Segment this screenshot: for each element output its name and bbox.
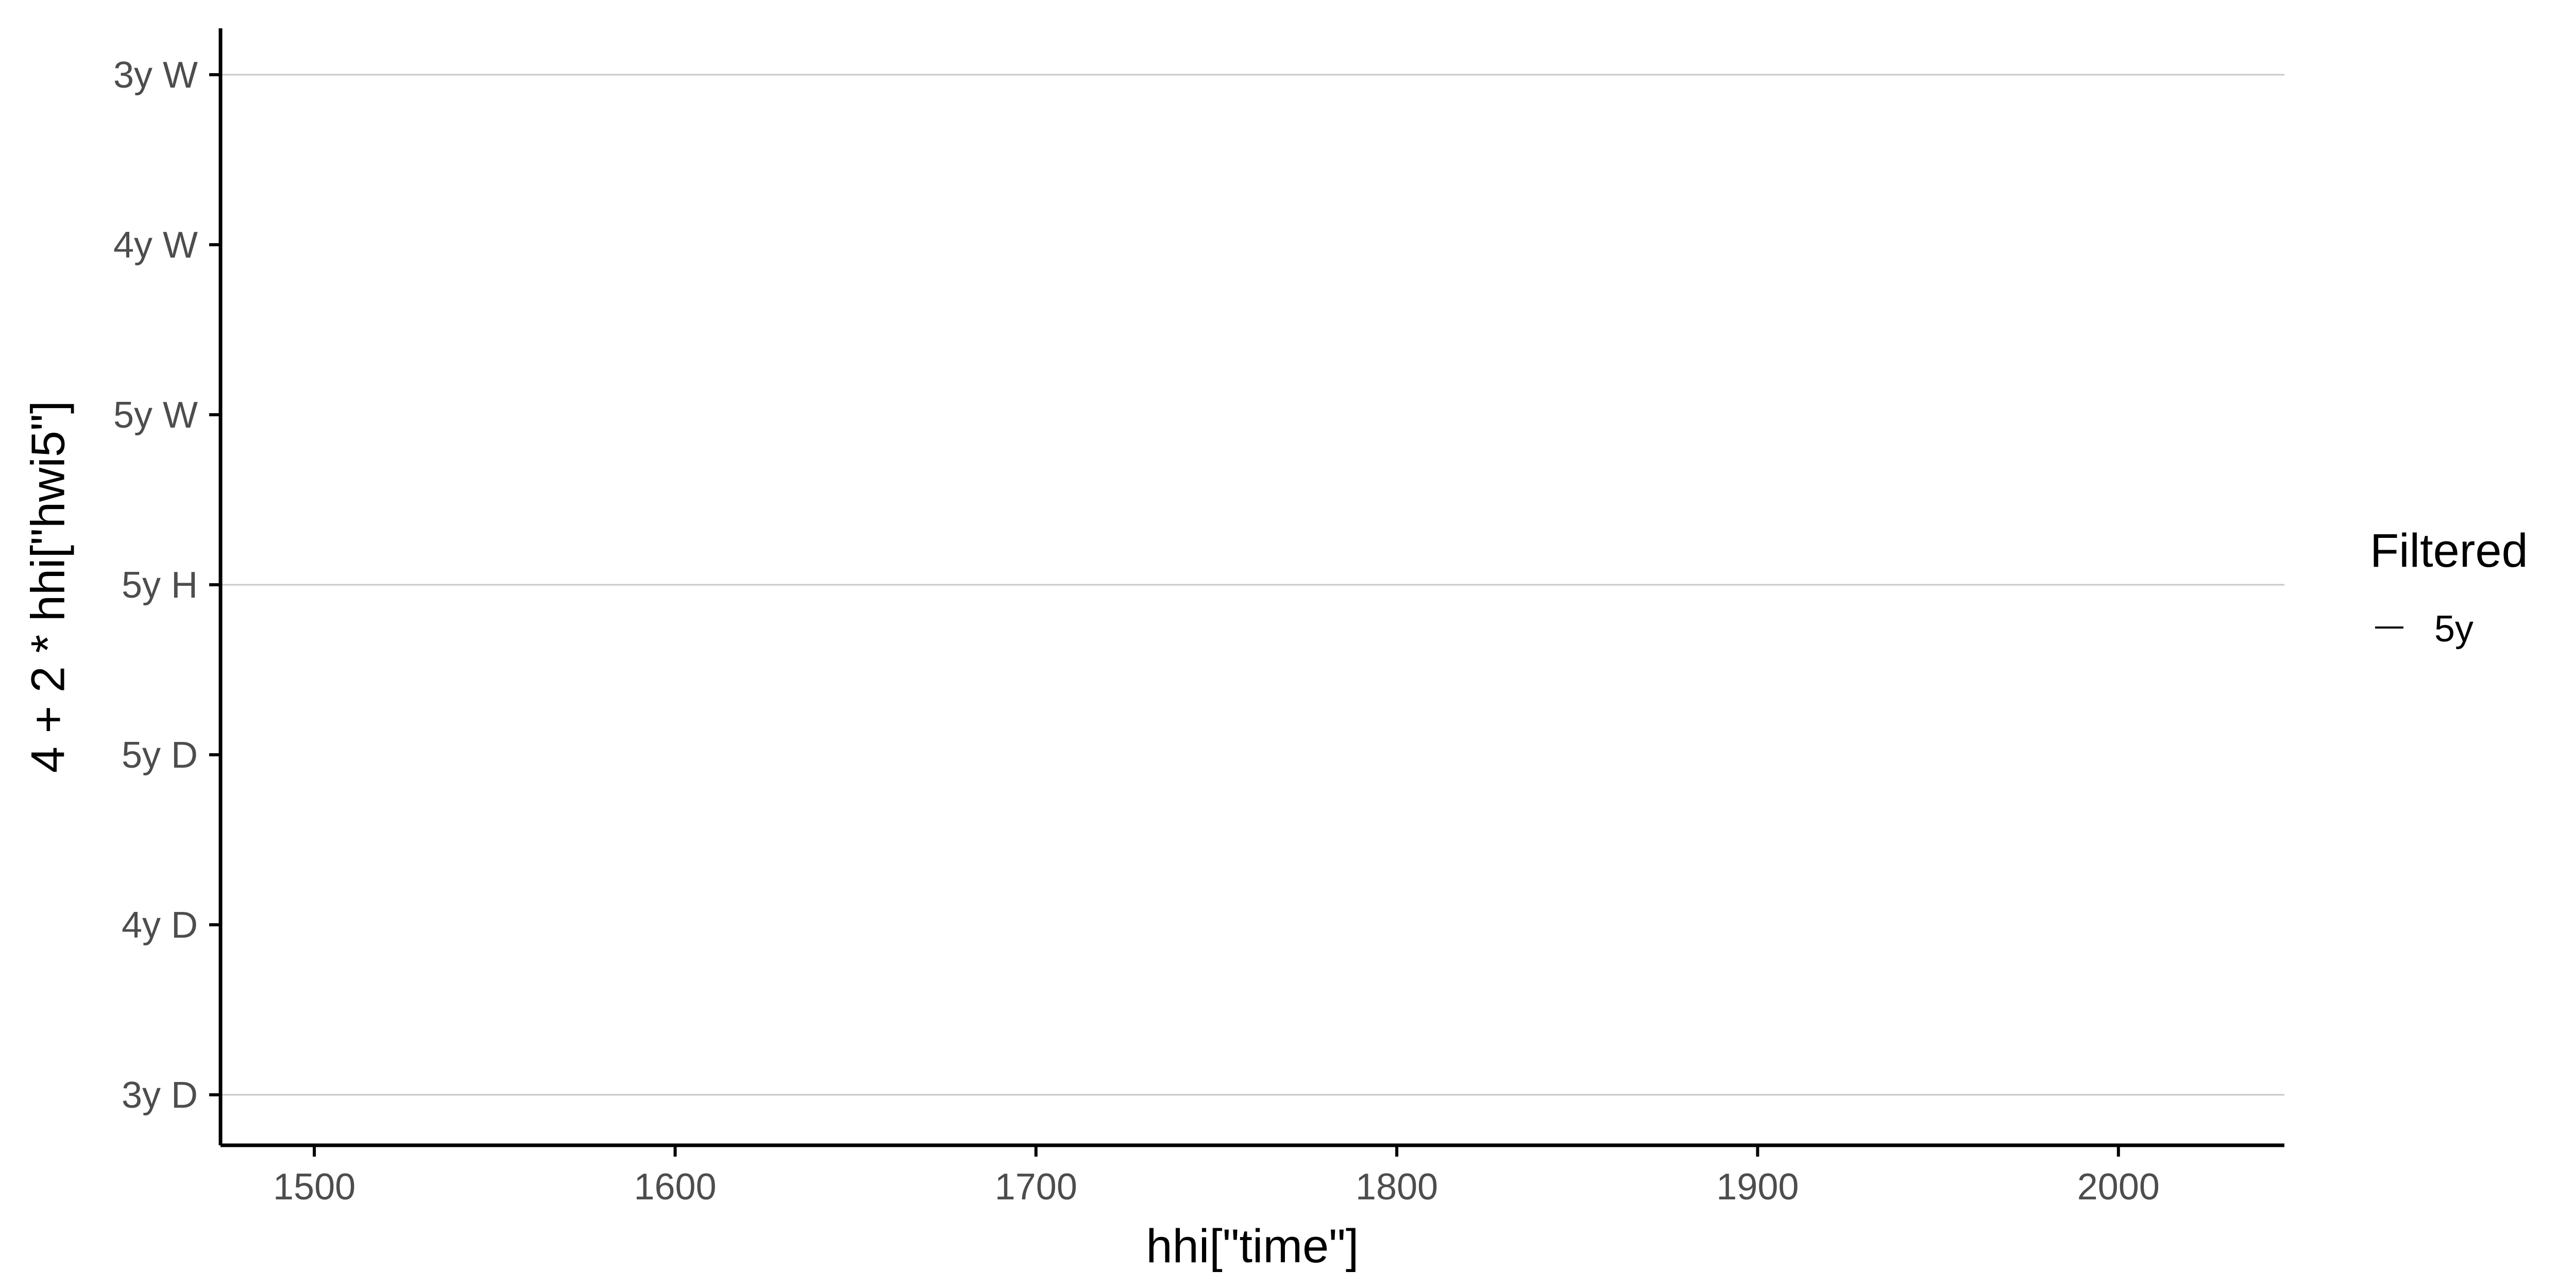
y-tick-label-3y-w: 3y W xyxy=(113,55,198,96)
y-tick-label-5y-d: 5y D xyxy=(122,735,198,776)
y-tick-label-5y-h: 5y H xyxy=(122,565,198,606)
y-tick-label-4y-d: 4y D xyxy=(122,905,198,946)
x-tick-label-1600: 1600 xyxy=(634,1166,716,1208)
x-axis-title: hhi["time"] xyxy=(1146,1220,1359,1273)
x-tick-label-1800: 1800 xyxy=(1355,1166,1438,1208)
y-tick-label-3y-d: 3y D xyxy=(122,1075,198,1116)
x-tick-label-2000: 2000 xyxy=(2077,1166,2160,1208)
y-tick-label-4y-w: 4y W xyxy=(113,225,198,266)
x-tick-label-1900: 1900 xyxy=(1716,1166,1799,1208)
legend-label-5y: 5y xyxy=(2434,608,2473,650)
legend-title: Filtered xyxy=(2370,524,2528,577)
x-tick-label-1500: 1500 xyxy=(273,1166,355,1208)
grid-layer xyxy=(221,74,2284,1096)
y-tick-label-5y-w: 5y W xyxy=(113,395,198,436)
y-axis-title: 4 + 2 * hhi["hwi5"] xyxy=(22,401,74,773)
y-axis-ticks: 3y D 4y D 5y D 5y H 5y W 4y W 3y W xyxy=(113,55,221,1116)
x-axis-ticks: 1500 1600 1700 1800 1900 2000 xyxy=(273,1145,2160,1208)
x-tick-label-1700: 1700 xyxy=(995,1166,1077,1208)
legend: Filtered 5y xyxy=(2370,524,2528,650)
